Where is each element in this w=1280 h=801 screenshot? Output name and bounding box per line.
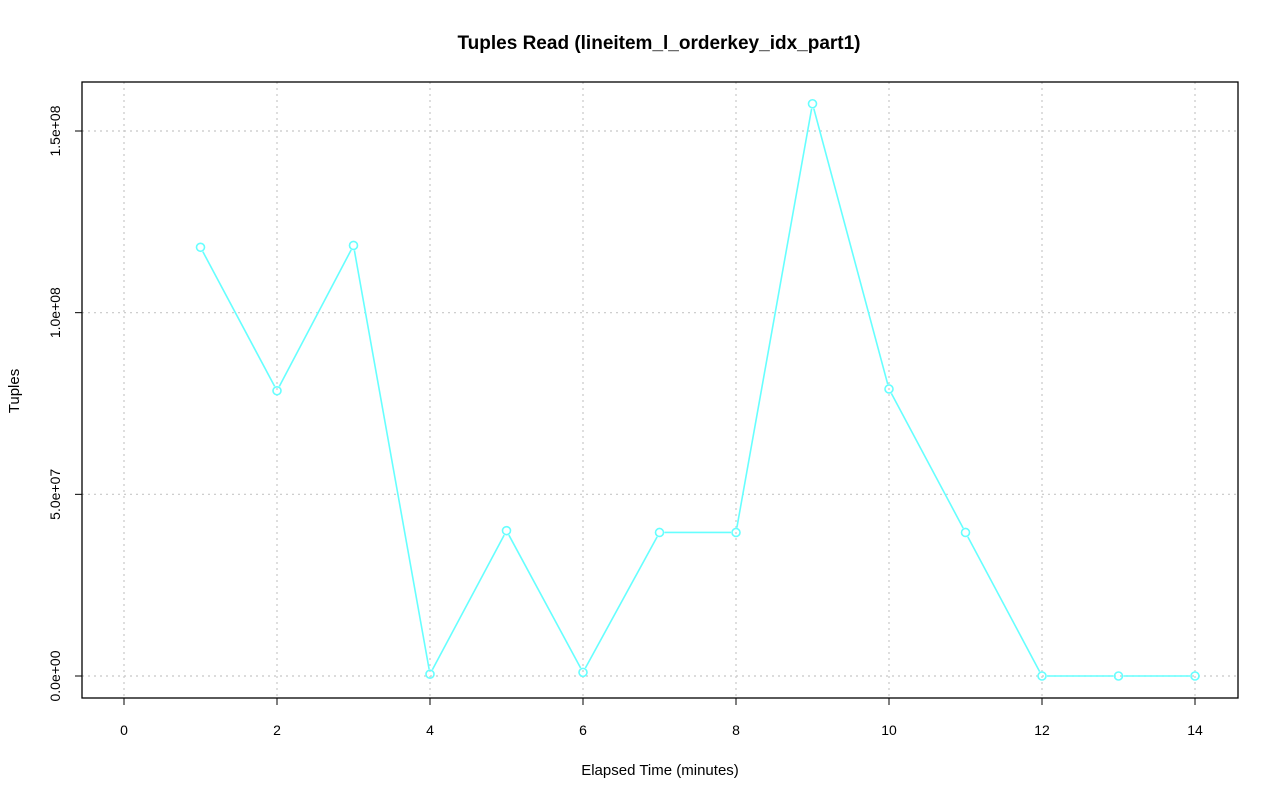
data-point — [654, 527, 665, 538]
x-tick-label: 6 — [579, 722, 587, 738]
y-tick-label: 5.0e+07 — [47, 469, 63, 520]
x-tick-label: 12 — [1034, 722, 1050, 738]
y-tick-label: 1.0e+08 — [47, 287, 63, 338]
data-point — [501, 525, 512, 536]
data-point — [1037, 671, 1047, 681]
x-axis-label: Elapsed Time (minutes) — [581, 762, 739, 779]
y-axis-label: Tuples — [6, 369, 23, 413]
y-axis: 0.0e+00 5.0e+07 1.0e+08 1.5e+08 — [47, 105, 83, 702]
series-segment — [967, 536, 1041, 672]
series-segment — [813, 108, 889, 385]
data-point — [195, 242, 206, 253]
x-tick-label: 14 — [1187, 722, 1203, 738]
x-tick-label: 2 — [273, 722, 281, 738]
data-point — [348, 240, 359, 251]
series-segment — [353, 250, 430, 670]
series-segment — [431, 534, 505, 671]
series-lines — [202, 108, 1190, 677]
data-point — [1113, 671, 1124, 681]
data-point — [272, 385, 282, 396]
data-point — [731, 527, 741, 538]
data-point — [884, 384, 894, 394]
series-segment — [890, 393, 964, 529]
data-point — [578, 667, 588, 678]
data-point — [425, 669, 435, 679]
x-tick-label: 4 — [426, 722, 434, 738]
y-tick-label: 0.0e+00 — [47, 650, 63, 701]
data-point — [807, 98, 818, 109]
grid-lines — [82, 82, 1238, 698]
x-tick-label: 10 — [881, 722, 897, 738]
series-segment — [278, 249, 352, 387]
data-point — [1190, 671, 1200, 681]
plot-frame — [81, 81, 1239, 699]
series-segment — [736, 108, 813, 528]
x-axis: 0 2 4 6 8 10 12 14 — [120, 697, 1203, 738]
x-tick-label: 0 — [120, 722, 128, 738]
series-segment — [508, 534, 582, 669]
series-segment — [202, 251, 276, 387]
data-point — [960, 527, 971, 538]
chart-title: Tuples Read (lineitem_l_orderkey_idx_par… — [457, 33, 860, 54]
series-segment — [584, 536, 658, 669]
y-tick-label: 1.5e+08 — [47, 105, 63, 156]
series-points — [195, 98, 1200, 681]
x-tick-label: 8 — [732, 722, 740, 738]
